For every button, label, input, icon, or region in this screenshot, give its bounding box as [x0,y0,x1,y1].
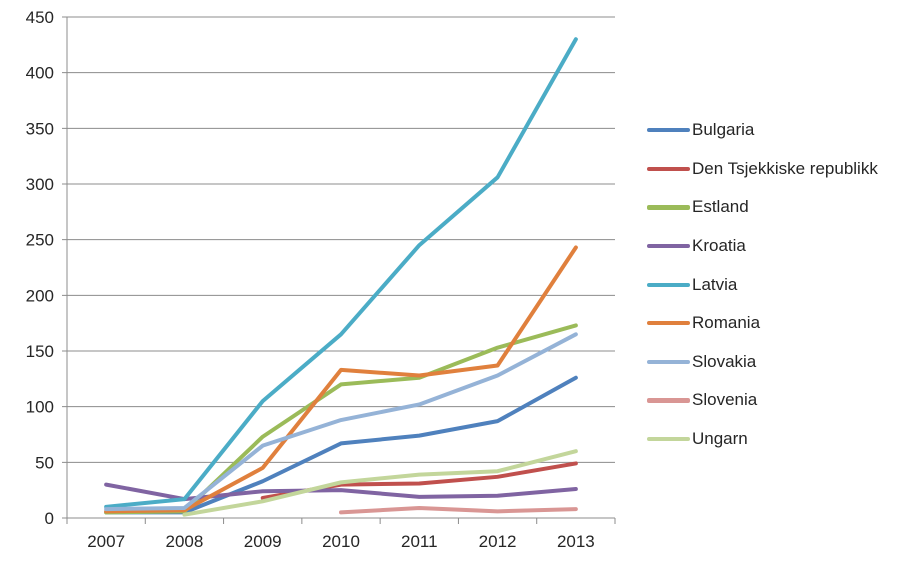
y-axis-tick-label: 0 [45,509,54,528]
x-axis-tick-label: 2007 [87,532,125,551]
y-axis-tick-label: 350 [26,119,54,138]
legend-swatch-ungarn [647,436,690,442]
legend-swatch-bulgaria [647,128,690,133]
legend-label-ungarn: Ungarn [692,429,748,449]
legend-item-romania: Romania [647,304,878,343]
y-axis-tick-label: 450 [26,8,54,27]
legend-item-latvia: Latvia [647,265,878,304]
y-axis-tick-label: 150 [26,342,54,361]
legend-label-estland: Estland [692,197,749,217]
chart-legend: Bulgaria Den Tsjekkiske republikk Estland K… [647,111,878,458]
legend-label-kroatia: Kroatia [692,236,746,256]
legend-item-ungarn: Ungarn [647,420,878,459]
y-axis-tick-label: 400 [26,64,54,83]
series-line-ungarn [182,449,578,517]
legend-swatch-kroatia [647,243,690,249]
legend-label-romania: Romania [692,313,761,333]
legend-label-den-tsjekkiske-republikk: Den Tsjekkiske republikk [692,158,878,178]
x-axis-tick-label: 2010 [322,532,360,551]
legend-item-kroatia: Kroatia [647,227,878,266]
legend-swatch-latvia [647,282,690,287]
legend-label-latvia: Latvia [692,274,738,294]
legend-swatch-slovenia [647,398,690,403]
series-line-slovenia [339,505,578,515]
series-line-slovakia [104,332,578,512]
series-line-bulgaria [104,375,578,515]
legend-swatch-romania [647,321,690,326]
legend-swatch-den-tsjekkiske-republikk [647,166,690,171]
legend-label-slovenia: Slovenia [692,390,758,410]
legend-item-slovenia: Slovenia [647,381,878,420]
series-line-romania [104,245,578,514]
x-axis-tick-label: 2009 [244,532,282,551]
legend-item-bulgaria: Bulgaria [647,111,878,150]
y-axis-tick-label: 50 [35,453,54,472]
legend-swatch-slovakia [647,359,690,364]
series-line-kroatia [104,482,578,502]
y-axis-tick-label: 100 [26,398,54,417]
y-axis-tick-label: 250 [26,231,54,250]
y-axis-tick-label: 200 [26,286,54,305]
x-axis-tick-label: 2012 [479,532,517,551]
y-axis-tick-label: 300 [26,175,54,194]
legend-item-den-tsjekkiske-republikk: Den Tsjekkiske republikk [647,150,878,189]
x-axis-tick-label: 2008 [166,532,204,551]
legend-item-slovakia: Slovakia [647,343,878,382]
legend-item-estland: Estland [647,188,878,227]
series-line-latvia [104,37,578,509]
x-axis-tick-label: 2013 [557,532,595,551]
legend-label-bulgaria: Bulgaria [692,120,755,140]
legend-label-slovakia: Slovakia [692,351,757,371]
x-axis-tick-label: 2011 [401,532,438,551]
legend-swatch-estland [647,205,690,210]
